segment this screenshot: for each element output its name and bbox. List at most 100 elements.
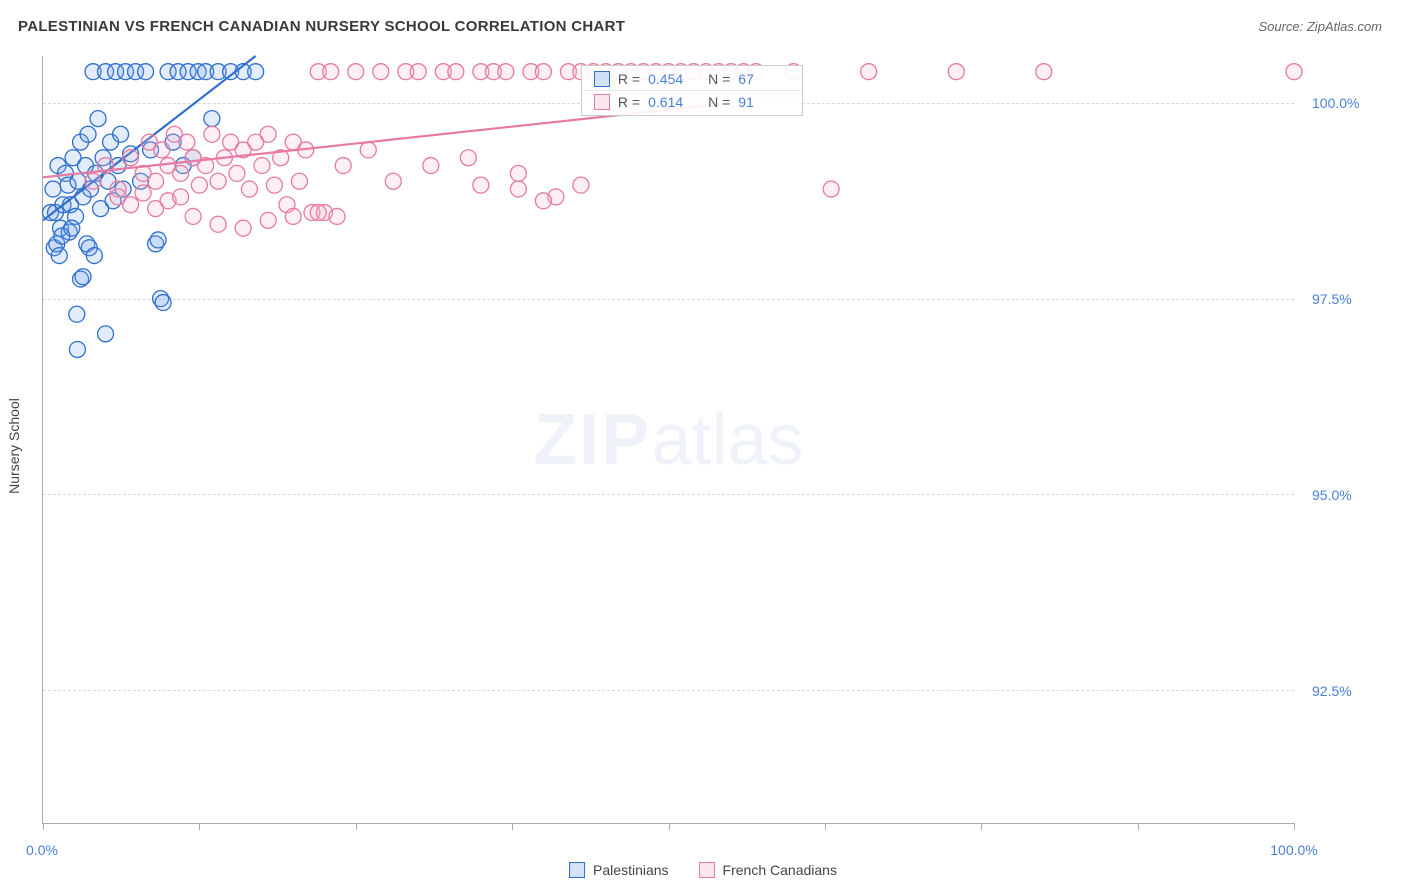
stat-n-label: N = bbox=[708, 71, 730, 87]
scatter-point bbox=[260, 126, 276, 142]
scatter-point bbox=[323, 64, 339, 80]
scatter-point bbox=[135, 185, 151, 201]
legend-label: French Canadians bbox=[723, 862, 837, 878]
chart-area: ZIPatlas R =0.454N =67R =0.614N =91 bbox=[42, 56, 1294, 824]
correlation-stats-box: R = 0.454 N = 67 R = 0.614 N = 91 bbox=[581, 65, 803, 116]
scatter-point bbox=[248, 64, 264, 80]
scatter-point bbox=[348, 64, 364, 80]
legend-item: French Canadians bbox=[699, 862, 837, 878]
x-tick bbox=[199, 823, 200, 830]
scatter-point bbox=[148, 173, 164, 189]
scatter-point bbox=[535, 193, 551, 209]
scatter-point bbox=[185, 208, 201, 224]
scatter-point bbox=[360, 142, 376, 158]
scatter-point bbox=[473, 177, 489, 193]
scatter-point bbox=[155, 295, 171, 311]
scatter-point bbox=[138, 64, 154, 80]
scatter-point bbox=[423, 158, 439, 174]
plot-area: ZIPatlas R =0.454N =67R =0.614N =91 bbox=[42, 56, 1294, 824]
x-tick-label: 100.0% bbox=[1270, 842, 1317, 858]
scatter-point bbox=[948, 64, 964, 80]
x-tick bbox=[669, 823, 670, 830]
scatter-point bbox=[69, 306, 85, 322]
scatter-point bbox=[204, 111, 220, 127]
scatter-point bbox=[179, 134, 195, 150]
scatter-point bbox=[498, 64, 514, 80]
scatter-point bbox=[210, 173, 226, 189]
series-swatch bbox=[594, 94, 610, 110]
scatter-point bbox=[86, 248, 102, 264]
scatter-point bbox=[448, 64, 464, 80]
scatter-point bbox=[173, 189, 189, 205]
x-tick bbox=[1138, 823, 1139, 830]
x-tick bbox=[43, 823, 44, 830]
scatter-point bbox=[150, 232, 166, 248]
stat-n-label: N = bbox=[708, 94, 730, 110]
stat-n-value: 67 bbox=[738, 71, 790, 87]
stat-r-label: R = bbox=[618, 94, 640, 110]
x-tick bbox=[825, 823, 826, 830]
scatter-point bbox=[510, 165, 526, 181]
scatter-point bbox=[861, 64, 877, 80]
scatter-point bbox=[335, 158, 351, 174]
scatter-point bbox=[229, 165, 245, 181]
scatter-point bbox=[85, 173, 101, 189]
scatter-point bbox=[823, 181, 839, 197]
scatter-point bbox=[310, 205, 326, 221]
stats-row: R = 0.614 N = 91 bbox=[582, 90, 802, 113]
scatter-point bbox=[69, 342, 85, 358]
chart-title: PALESTINIAN VS FRENCH CANADIAN NURSERY S… bbox=[18, 18, 625, 35]
chart-header: PALESTINIAN VS FRENCH CANADIAN NURSERY S… bbox=[0, 0, 1406, 43]
scatter-point bbox=[535, 64, 551, 80]
y-tick-label: 95.0% bbox=[1312, 487, 1352, 503]
y-tick-label: 100.0% bbox=[1312, 95, 1359, 111]
scatter-point bbox=[210, 216, 226, 232]
stat-n-value: 91 bbox=[738, 94, 790, 110]
scatter-point bbox=[510, 181, 526, 197]
legend-item: Palestinians bbox=[569, 862, 669, 878]
scatter-point bbox=[460, 150, 476, 166]
scatter-point bbox=[373, 64, 389, 80]
scatter-point bbox=[75, 269, 91, 285]
scatter-point bbox=[98, 326, 114, 342]
x-tick bbox=[356, 823, 357, 830]
stat-r-value: 0.454 bbox=[648, 71, 700, 87]
legend-swatch bbox=[699, 862, 715, 878]
scatter-point bbox=[260, 212, 276, 228]
scatter-point bbox=[329, 208, 345, 224]
scatter-svg bbox=[43, 56, 1294, 823]
x-tick bbox=[1294, 823, 1295, 830]
scatter-point bbox=[80, 126, 96, 142]
scatter-point bbox=[410, 64, 426, 80]
scatter-point bbox=[235, 220, 251, 236]
y-tick-label: 97.5% bbox=[1312, 291, 1352, 307]
scatter-point bbox=[291, 173, 307, 189]
scatter-point bbox=[241, 181, 257, 197]
scatter-point bbox=[573, 177, 589, 193]
scatter-point bbox=[254, 158, 270, 174]
scatter-point bbox=[113, 126, 129, 142]
x-tick bbox=[981, 823, 982, 830]
series-swatch bbox=[594, 71, 610, 87]
scatter-point bbox=[90, 111, 106, 127]
source-attribution: Source: ZipAtlas.com bbox=[1258, 19, 1382, 34]
stat-r-value: 0.614 bbox=[648, 94, 700, 110]
scatter-point bbox=[154, 142, 170, 158]
scatter-point bbox=[45, 181, 61, 197]
scatter-point bbox=[285, 208, 301, 224]
x-tick-label: 0.0% bbox=[26, 842, 58, 858]
scatter-point bbox=[123, 197, 139, 213]
scatter-point bbox=[51, 248, 67, 264]
y-axis-label: Nursery School bbox=[6, 398, 22, 494]
legend-swatch bbox=[569, 862, 585, 878]
y-tick-label: 92.5% bbox=[1312, 683, 1352, 699]
legend-label: Palestinians bbox=[593, 862, 669, 878]
scatter-point bbox=[1036, 64, 1052, 80]
scatter-point bbox=[54, 228, 70, 244]
scatter-point bbox=[191, 177, 207, 193]
scatter-point bbox=[385, 173, 401, 189]
scatter-point bbox=[204, 126, 220, 142]
scatter-point bbox=[173, 165, 189, 181]
x-tick bbox=[512, 823, 513, 830]
scatter-point bbox=[266, 177, 282, 193]
